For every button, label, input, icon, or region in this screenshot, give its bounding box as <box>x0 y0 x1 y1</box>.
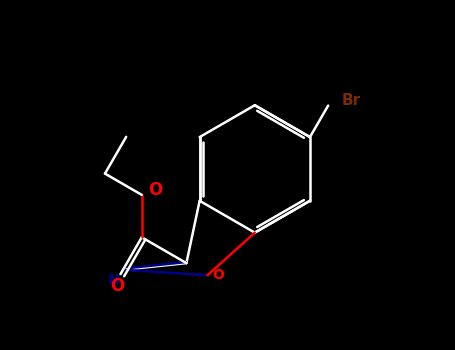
Text: O: O <box>148 181 162 199</box>
Text: N: N <box>108 273 120 287</box>
Text: O: O <box>111 277 125 295</box>
Text: Br: Br <box>342 93 361 108</box>
Text: O: O <box>212 268 224 282</box>
